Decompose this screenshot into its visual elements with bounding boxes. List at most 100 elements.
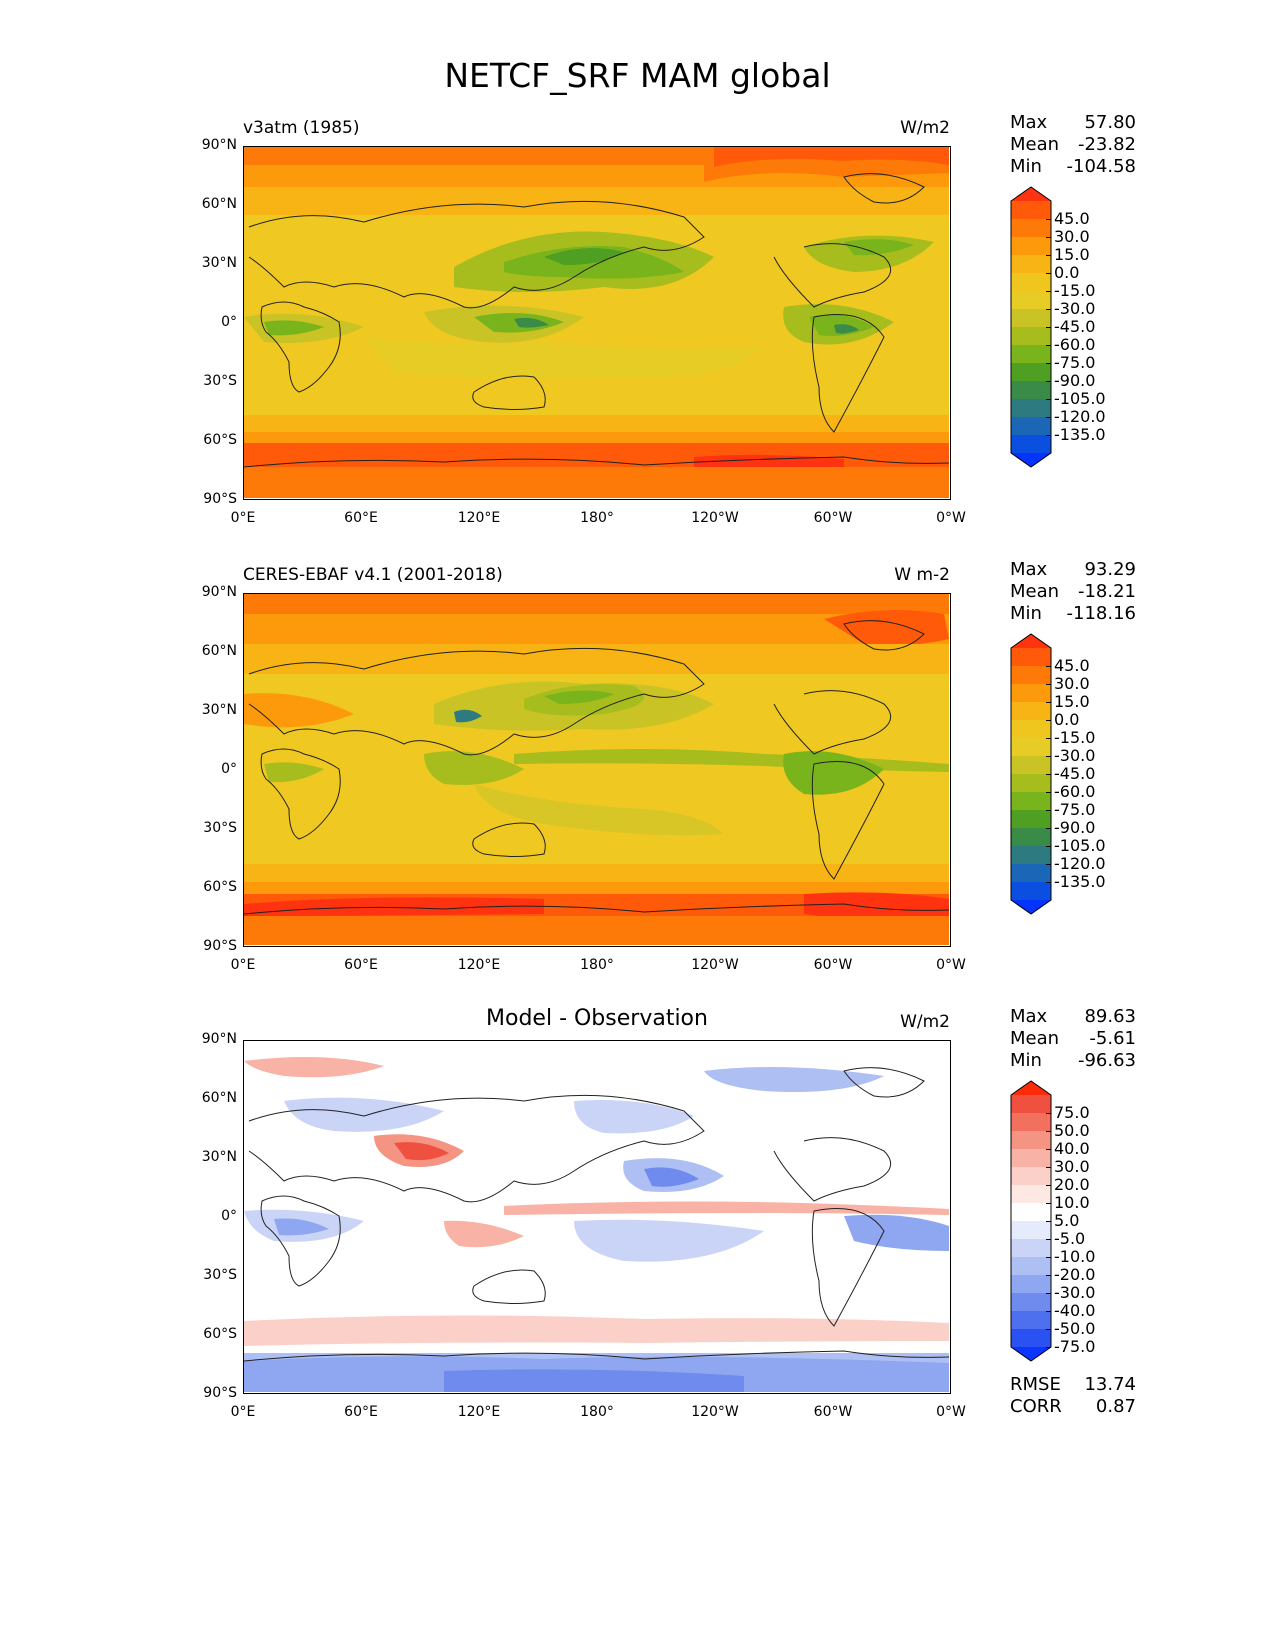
colorbar-tick-label: -75.0: [1054, 800, 1096, 819]
lon-tick-label: 60°W: [813, 1404, 853, 1420]
lon-tick-label: 0°E: [230, 1404, 256, 1420]
stat-min-value: -96.63: [1077, 1050, 1136, 1071]
colorbar-segment: [1011, 1221, 1051, 1240]
colorbar-outline: [1010, 1080, 1052, 1362]
lat-tick-label: 60°S: [203, 1326, 237, 1342]
lat-tick-label: 0°: [221, 1208, 237, 1224]
colorbar-tick-label: 30.0: [1054, 674, 1090, 693]
colorbar-tick-label: -5.0: [1054, 1229, 1086, 1248]
colorbar-tick-label: -30.0: [1054, 1283, 1096, 1302]
colorbar-tick: [1046, 1329, 1051, 1330]
colorbar-segment: [1011, 399, 1051, 418]
colorbar-segment: [1011, 309, 1051, 328]
panel-stats: Max 93.29 Mean -18.21 Min -118.16: [1010, 559, 1136, 625]
colorbar-segment: [1011, 1113, 1051, 1132]
lat-tick-label: 90°N: [201, 137, 237, 153]
colorbar-tick: [1046, 864, 1051, 865]
colorbar-segment: [1011, 756, 1051, 775]
colorbar-segment: [1011, 810, 1051, 829]
colorbar-segment: [1011, 327, 1051, 346]
colorbar-tick: [1046, 810, 1051, 811]
colorbar-tick: [1046, 327, 1051, 328]
colorbar-tick: [1046, 237, 1051, 238]
lon-tick-label: 120°W: [691, 510, 739, 526]
colorbar-tick: [1046, 1167, 1051, 1168]
colorbar-segment: [1011, 846, 1051, 865]
colorbar-tick: [1046, 1131, 1051, 1132]
colorbar-segment: [1011, 363, 1051, 382]
lat-tick-label: 30°S: [203, 1267, 237, 1283]
lon-tick-label: 120°E: [457, 510, 501, 526]
colorbar-tick-label: -10.0: [1054, 1247, 1096, 1266]
colorbar-extend-min: [1011, 1347, 1051, 1361]
colorbar-tick-label: 0.0: [1054, 710, 1080, 729]
lon-tick-label: 60°E: [344, 957, 378, 973]
lon-tick-label: 60°W: [813, 510, 853, 526]
colorbar-segment: [1011, 1185, 1051, 1204]
colorbar-outline: [1010, 633, 1052, 915]
panel-stats: Max 57.80 Mean -23.82 Min -104.58: [1010, 112, 1136, 178]
colorbar-segment: [1011, 1239, 1051, 1258]
colorbar-tick: [1046, 702, 1051, 703]
colorbar-tick-label: -45.0: [1054, 764, 1096, 783]
colorbar-tick-label: 0.0: [1054, 263, 1080, 282]
colorbar-segment: [1011, 1203, 1051, 1222]
colorbar-tick: [1046, 1203, 1051, 1204]
rmse-value: 13.74: [1084, 1374, 1136, 1395]
colorbar-tick-label: -15.0: [1054, 728, 1096, 747]
panel-title: Model - Observation: [486, 1006, 708, 1031]
colorbar: [1010, 633, 1052, 915]
lat-tick-label: 60°S: [203, 879, 237, 895]
colorbar-tick-label: -105.0: [1054, 836, 1106, 855]
colorbar-tick-label: -60.0: [1054, 335, 1096, 354]
figure-title: NETCF_SRF MAM global: [444, 56, 831, 95]
lon-tick-label: 60°W: [813, 957, 853, 973]
colorbar-tick: [1046, 291, 1051, 292]
colorbar-tick-label: 30.0: [1054, 1157, 1090, 1176]
colorbar-segment: [1011, 435, 1051, 454]
colorbar-tick: [1046, 684, 1051, 685]
colorbar-segment: [1011, 1275, 1051, 1294]
colorbar-tick: [1046, 846, 1051, 847]
stat-max-label: Max: [1010, 112, 1048, 133]
colorbar-segment: [1011, 255, 1051, 274]
stat-min-label: Min: [1010, 156, 1042, 177]
colorbar-tick-label: -105.0: [1054, 389, 1106, 408]
colorbar-segment: [1011, 237, 1051, 256]
panel-title: v3atm (1985): [243, 118, 360, 138]
colorbar-segment: [1011, 1149, 1051, 1168]
colorbar-tick-label: 15.0: [1054, 245, 1090, 264]
stat-min-label: Min: [1010, 603, 1042, 624]
colorbar-tick: [1046, 756, 1051, 757]
stat-max-value: 89.63: [1084, 1006, 1136, 1027]
colorbar-segment: [1011, 882, 1051, 901]
colorbar-tick: [1046, 309, 1051, 310]
colorbar-extend-max: [1011, 1081, 1051, 1095]
colorbar-segment: [1011, 381, 1051, 400]
lat-tick-label: 60°N: [201, 196, 237, 212]
panel-units: W m-2: [894, 565, 950, 585]
colorbar-tick: [1046, 774, 1051, 775]
colorbar-segment: [1011, 792, 1051, 811]
stat-mean-value: -5.61: [1089, 1028, 1136, 1049]
stat-max-label: Max: [1010, 1006, 1048, 1027]
lat-tick-label: 90°N: [201, 1031, 237, 1047]
colorbar: [1010, 186, 1052, 468]
colorbar-outline: [1010, 186, 1052, 468]
colorbar-segment: [1011, 648, 1051, 667]
colorbar-tick-label: 45.0: [1054, 656, 1090, 675]
colorbar-tick: [1046, 417, 1051, 418]
colorbar-segment: [1011, 1257, 1051, 1276]
lat-tick-label: 0°: [221, 314, 237, 330]
stat-mean-label: Mean: [1010, 581, 1060, 602]
lon-tick-label: 0°E: [230, 957, 256, 973]
panel-title: CERES-EBAF v4.1 (2001-2018): [243, 565, 503, 585]
colorbar-segment: [1011, 666, 1051, 685]
lon-tick-label: 120°W: [691, 1404, 739, 1420]
lat-tick-label: 90°S: [203, 1385, 237, 1401]
panel-units: W/m2: [900, 118, 950, 138]
colorbar-tick-label: 5.0: [1054, 1211, 1080, 1230]
colorbar-segment: [1011, 864, 1051, 883]
colorbar-tick: [1046, 435, 1051, 436]
colorbar-tick: [1046, 1293, 1051, 1294]
